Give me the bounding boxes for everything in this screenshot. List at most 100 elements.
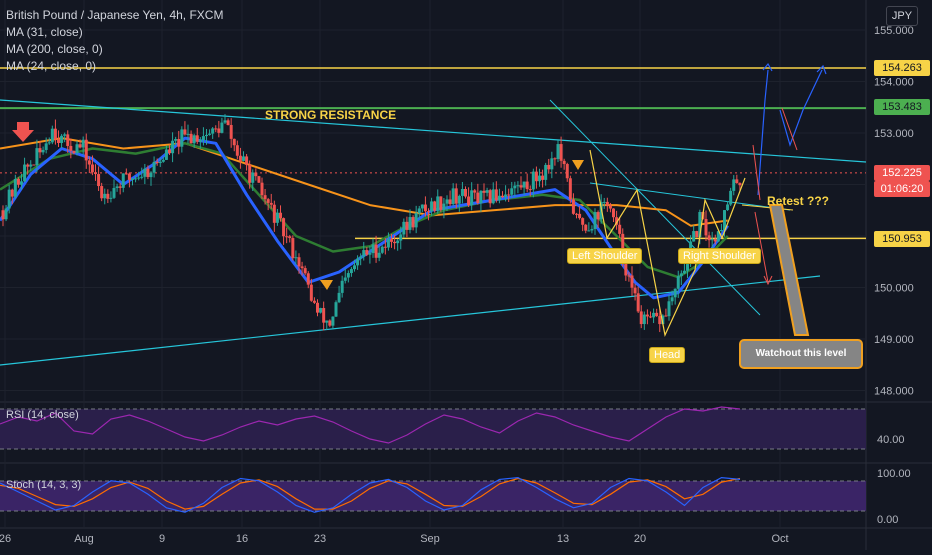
candle-body [137,177,141,179]
candle-body [390,239,393,242]
candle-body [201,136,205,141]
candle-body [57,139,60,143]
candle-body [494,189,498,201]
candle-body [118,186,122,188]
candle-body [630,275,634,288]
candle-body [676,276,680,289]
candle-body [198,140,202,142]
candle-body [146,168,150,178]
ma-24-legend[interactable]: MA (24, close, 0) [6,59,97,73]
candle-body [211,128,215,134]
time-tick-label: 26 [0,533,11,545]
candle-body [541,175,545,180]
candle-body [106,193,110,199]
candle-body [69,145,73,151]
candle-body [50,128,54,143]
candle-body [707,235,711,241]
candle-body [451,188,455,205]
candle-body [208,133,212,135]
candle-body [35,148,39,166]
candle-body [272,204,276,223]
candle-body [553,158,557,160]
rsi-legend[interactable]: RSI (14, close) [6,409,79,421]
candle-body [10,189,14,197]
candle-body [29,164,33,167]
candle-body [294,257,298,259]
candle-body [467,196,471,206]
symbol-title[interactable]: British Pound / Japanese Yen, 4h, FXCM [6,8,224,22]
candle-body [556,144,560,159]
candle-body [346,273,350,278]
candle-body [260,182,264,196]
candle-body [242,156,245,161]
candle-body [183,129,187,135]
candle-body [719,230,723,232]
candle-body [738,183,742,186]
candle-body [309,284,313,301]
price-tick-label: 150.000 [874,283,914,295]
candle-body [174,139,178,141]
candle-body [393,241,397,244]
head-shoulders-zigzag [589,149,746,337]
level-150953-tag: 150.953 [874,231,930,247]
ascending-trendline [0,275,821,366]
candle-body [337,292,341,303]
candle-body [510,188,514,195]
candle-body [279,212,282,219]
candle-body [698,211,702,238]
candle-body [386,239,390,248]
ma-31-legend[interactable]: MA (31, close) [6,25,83,39]
candle-body [695,231,699,238]
candle-body [362,250,366,257]
candle-body [226,120,230,125]
candle-body [359,256,363,259]
candle-body [621,233,625,260]
candle-body [652,312,656,318]
candle-body [158,161,162,164]
candle-body [732,179,736,191]
candle-body [331,316,335,326]
candle-body [23,164,27,182]
trend-lines [0,67,867,366]
candle-body [460,188,464,196]
candle-body [571,199,575,214]
candle-body [235,145,239,156]
candle-body [612,208,615,218]
candle-body [593,212,597,230]
stoch-legend[interactable]: Stoch (14, 3, 3) [6,479,82,491]
candle-body [476,192,480,204]
candle-body [245,156,249,165]
candle-body [81,139,85,148]
candle-body [205,134,208,137]
candle-body [164,149,168,160]
candle-body [673,288,677,298]
candle-body [328,320,332,326]
candle-body [615,217,619,225]
candle-body [131,178,134,180]
candle-body [365,250,369,255]
candle-body [13,178,17,197]
rsi-line [0,406,741,444]
candle-body [26,164,30,167]
candle-body [87,160,91,165]
candle-body [180,129,184,147]
currency-button[interactable]: JPY [886,6,918,26]
candle-body [414,213,418,228]
ma-200-legend[interactable]: MA (200, close, 0) [6,42,103,56]
candle-body [115,186,119,189]
strong-resistance-label: STRONG RESISTANCE [265,108,397,122]
candle-body [433,201,437,211]
time-tick-label: 23 [314,533,326,545]
candle-body [100,186,104,199]
candle-body [7,189,11,209]
time-tick-label: 9 [159,533,165,545]
candle-body [16,178,20,185]
stoch-k-line [0,476,741,513]
down-arrow-icon [12,122,34,142]
price-tick-label: 149.000 [874,334,914,346]
right-shoulder-label: Right Shoulder [678,248,761,264]
candle-body [134,178,138,180]
